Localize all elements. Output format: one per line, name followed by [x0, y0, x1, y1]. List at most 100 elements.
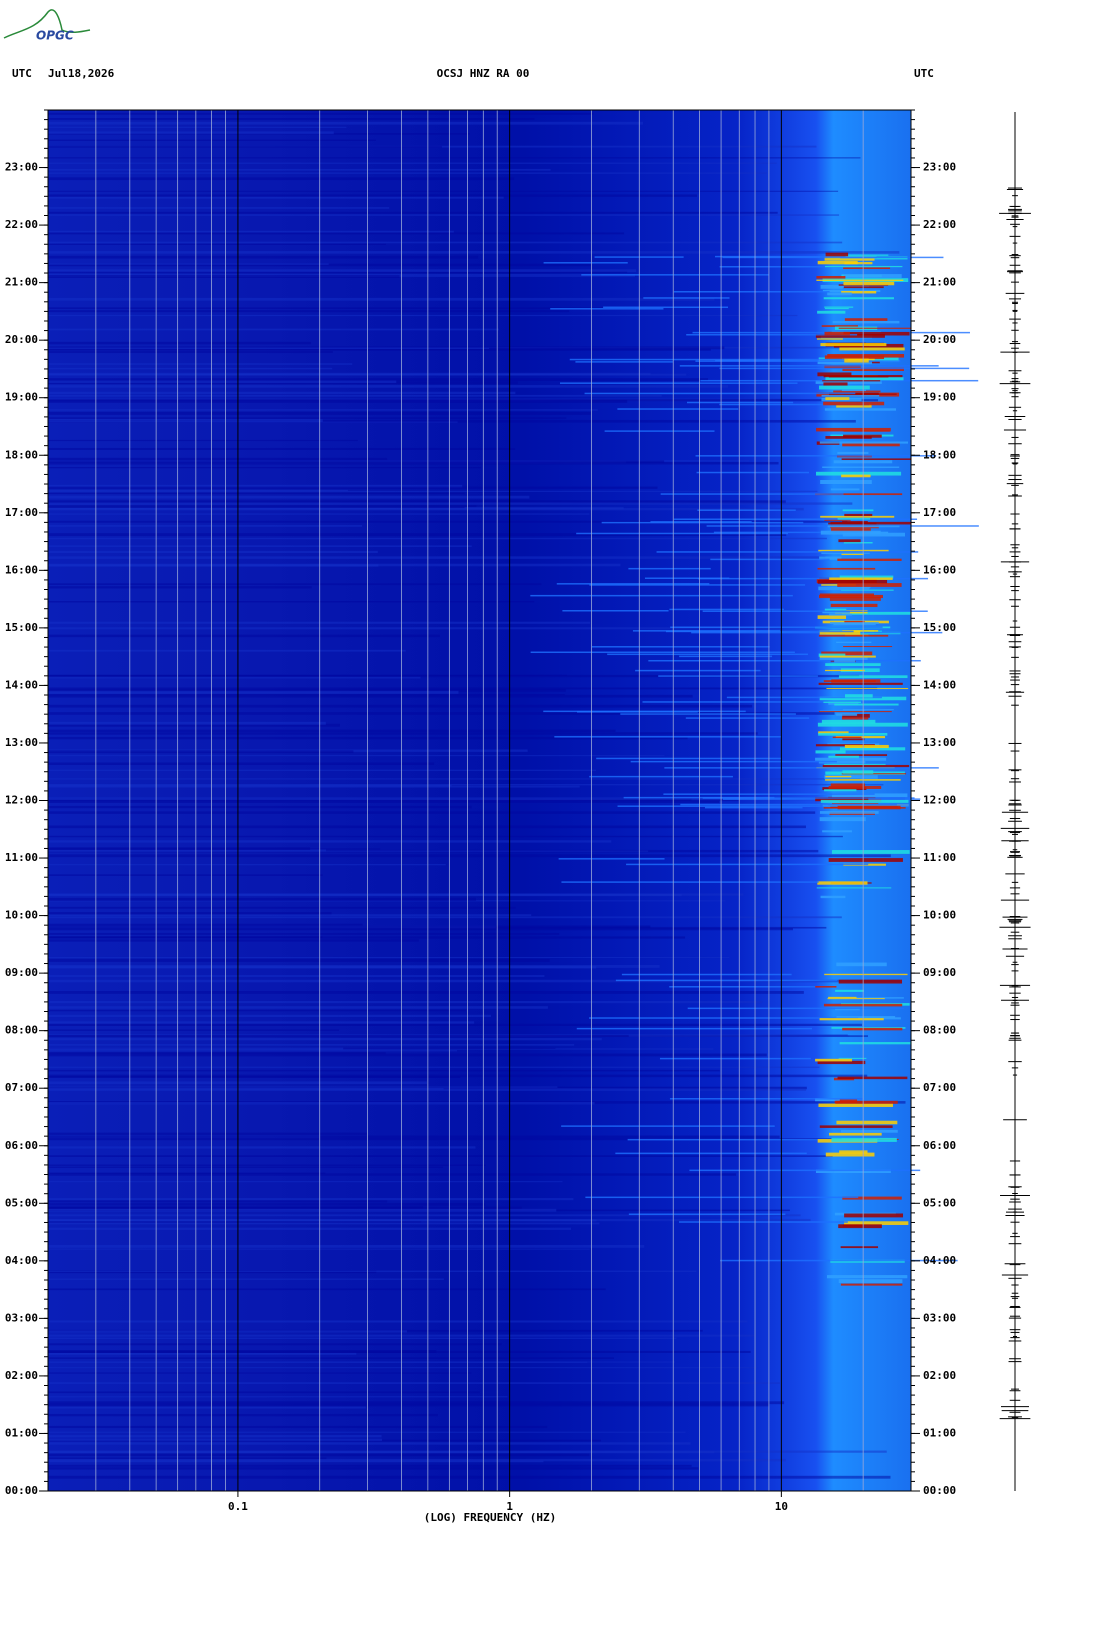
texture-streak	[686, 401, 794, 404]
texture-hot	[817, 881, 868, 885]
texture-streak	[604, 430, 715, 432]
texture-band	[48, 1457, 327, 1460]
texture-band	[48, 131, 334, 135]
y-tick-label-right: 19:00	[923, 391, 956, 404]
texture-band	[48, 784, 452, 787]
texture-band	[48, 1320, 748, 1323]
texture-streak	[686, 334, 858, 336]
texture-band	[48, 800, 739, 802]
texture-hot	[842, 1027, 903, 1031]
texture-band	[48, 1401, 785, 1405]
texture-hot	[819, 441, 909, 444]
texture-hot	[836, 1016, 896, 1018]
texture-hot	[821, 651, 873, 656]
texture-band	[48, 230, 454, 233]
y-tick-label: 15:00	[5, 621, 38, 634]
texture-hot	[824, 331, 850, 336]
texture-band	[48, 162, 777, 164]
texture-streak	[713, 531, 866, 534]
texture-band	[48, 676, 421, 679]
texture-hot	[828, 375, 889, 378]
texture-band	[48, 1074, 868, 1078]
texture-band	[48, 1086, 807, 1090]
texture-hot	[825, 775, 852, 778]
texture-band	[48, 1173, 737, 1176]
texture-hot	[818, 732, 888, 736]
texture-hot	[842, 442, 900, 447]
texture-streak	[669, 1098, 863, 1100]
texture-band	[48, 1221, 422, 1223]
texture-band	[48, 367, 333, 370]
texture-band	[48, 721, 326, 725]
texture-streak	[673, 291, 830, 293]
texture-band	[48, 1138, 842, 1141]
texture-streak	[726, 696, 882, 699]
texture-streak	[620, 713, 796, 715]
texture-hot	[844, 1213, 904, 1218]
texture-hot	[836, 641, 872, 644]
texture-hot	[843, 542, 873, 544]
y-tick-label-right: 12:00	[923, 794, 956, 807]
texture-hot	[842, 509, 874, 512]
texture-band	[48, 1155, 833, 1157]
texture-band	[48, 513, 590, 515]
texture-band	[48, 912, 332, 916]
texture-band	[48, 486, 658, 489]
texture-band	[48, 893, 682, 897]
texture-band	[48, 601, 535, 603]
texture-hot	[838, 675, 908, 679]
y-tick-label: 16:00	[5, 563, 38, 576]
texture-band	[48, 556, 826, 559]
texture-streak	[648, 659, 921, 662]
texture-hot	[837, 558, 902, 561]
texture-hot	[819, 1125, 893, 1128]
y-tick-label-right: 14:00	[923, 678, 956, 691]
texture-hot	[824, 355, 885, 360]
texture-band	[48, 586, 312, 589]
y-tick-label-right: 06:00	[923, 1139, 956, 1152]
texture-hot	[836, 962, 887, 967]
texture-hot	[819, 385, 870, 390]
texture-streak	[617, 408, 739, 410]
texture-band	[48, 1425, 548, 1429]
texture-band	[48, 460, 665, 463]
texture-hot	[840, 1246, 879, 1249]
y-tick-label-right: 13:00	[923, 736, 956, 749]
texture-band	[48, 1367, 758, 1369]
texture-band	[48, 1023, 863, 1026]
y-tick-label: 05:00	[5, 1196, 38, 1209]
texture-streak	[660, 493, 844, 495]
texture-streak	[685, 717, 810, 719]
texture-hot	[842, 1196, 902, 1200]
texture-band	[48, 118, 535, 120]
texture-streak	[659, 1057, 811, 1060]
texture-hot	[819, 1018, 884, 1021]
y-tick-label: 10:00	[5, 909, 38, 922]
texture-streak	[669, 986, 816, 988]
texture-hot	[841, 773, 907, 775]
texture-hot	[815, 750, 846, 754]
texture-hot	[839, 575, 894, 579]
texture-band	[48, 1396, 508, 1398]
y-tick-label-right: 05:00	[923, 1196, 956, 1209]
y-tick-label-right: 16:00	[923, 563, 956, 576]
texture-hot	[821, 325, 858, 327]
y-tick-label: 07:00	[5, 1081, 38, 1094]
texture-streak	[650, 521, 752, 523]
texture-band	[48, 457, 388, 461]
texture-hot	[828, 755, 859, 759]
texture-band	[48, 1029, 340, 1031]
texture-band	[48, 1198, 574, 1201]
texture-hot	[828, 858, 903, 862]
texture-band	[48, 687, 878, 690]
y-tick-label: 23:00	[5, 161, 38, 174]
logo-text: OPGC	[36, 29, 74, 43]
texture-hot	[826, 1275, 908, 1279]
texture-band	[48, 563, 621, 567]
y-tick-label: 06:00	[5, 1139, 38, 1152]
texture-band	[48, 864, 446, 866]
texture-streak	[584, 392, 856, 395]
texture-band	[48, 849, 327, 852]
texture-streak	[696, 471, 809, 474]
texture-hot	[844, 620, 865, 623]
